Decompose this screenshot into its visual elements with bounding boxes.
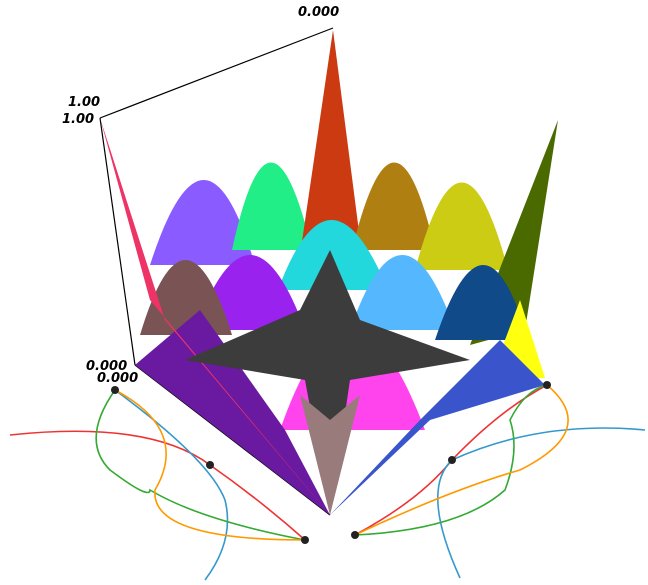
curve (9, 430, 306, 541)
axis-label: 0.000 (97, 371, 138, 386)
curve (114, 389, 306, 541)
curve (451, 427, 646, 461)
node (543, 381, 551, 389)
surface (150, 180, 255, 265)
curve (114, 389, 229, 581)
axis-label: 1.00 (62, 112, 94, 127)
surface (300, 395, 360, 515)
surface (350, 255, 455, 330)
node (448, 456, 456, 464)
axis-label: 0.000 (86, 359, 127, 374)
surface (352, 162, 435, 250)
surface (140, 260, 232, 335)
surface (330, 340, 545, 515)
surface (278, 220, 388, 290)
axis-label: 1.00 (68, 95, 100, 110)
node (351, 531, 359, 539)
surface (435, 265, 528, 340)
node (206, 461, 214, 469)
box-edge (99, 27, 334, 119)
curves-right (351, 381, 646, 579)
axis-label: 0.000 (298, 5, 339, 20)
surface (300, 30, 362, 255)
surface (185, 250, 470, 515)
surfaces (100, 30, 558, 515)
node (301, 536, 309, 544)
surface (232, 162, 312, 250)
curve (354, 384, 569, 536)
node (111, 386, 119, 394)
surface (135, 310, 330, 515)
surface (415, 182, 508, 270)
curves-left (9, 386, 309, 581)
curve (437, 459, 461, 579)
box-edge (99, 117, 136, 366)
curve (95, 389, 306, 541)
